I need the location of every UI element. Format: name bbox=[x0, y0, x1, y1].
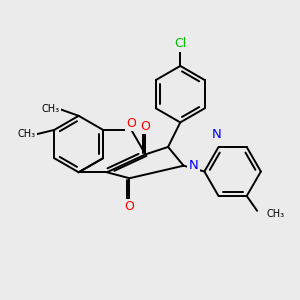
Text: O: O bbox=[124, 200, 134, 213]
Text: CH₃: CH₃ bbox=[42, 104, 60, 114]
Text: N: N bbox=[212, 128, 222, 140]
Text: CH₃: CH₃ bbox=[17, 129, 35, 140]
Text: O: O bbox=[140, 120, 150, 133]
Text: Cl: Cl bbox=[174, 37, 186, 50]
Text: N: N bbox=[189, 159, 199, 172]
Text: O: O bbox=[126, 117, 136, 130]
Text: CH₃: CH₃ bbox=[266, 209, 284, 219]
